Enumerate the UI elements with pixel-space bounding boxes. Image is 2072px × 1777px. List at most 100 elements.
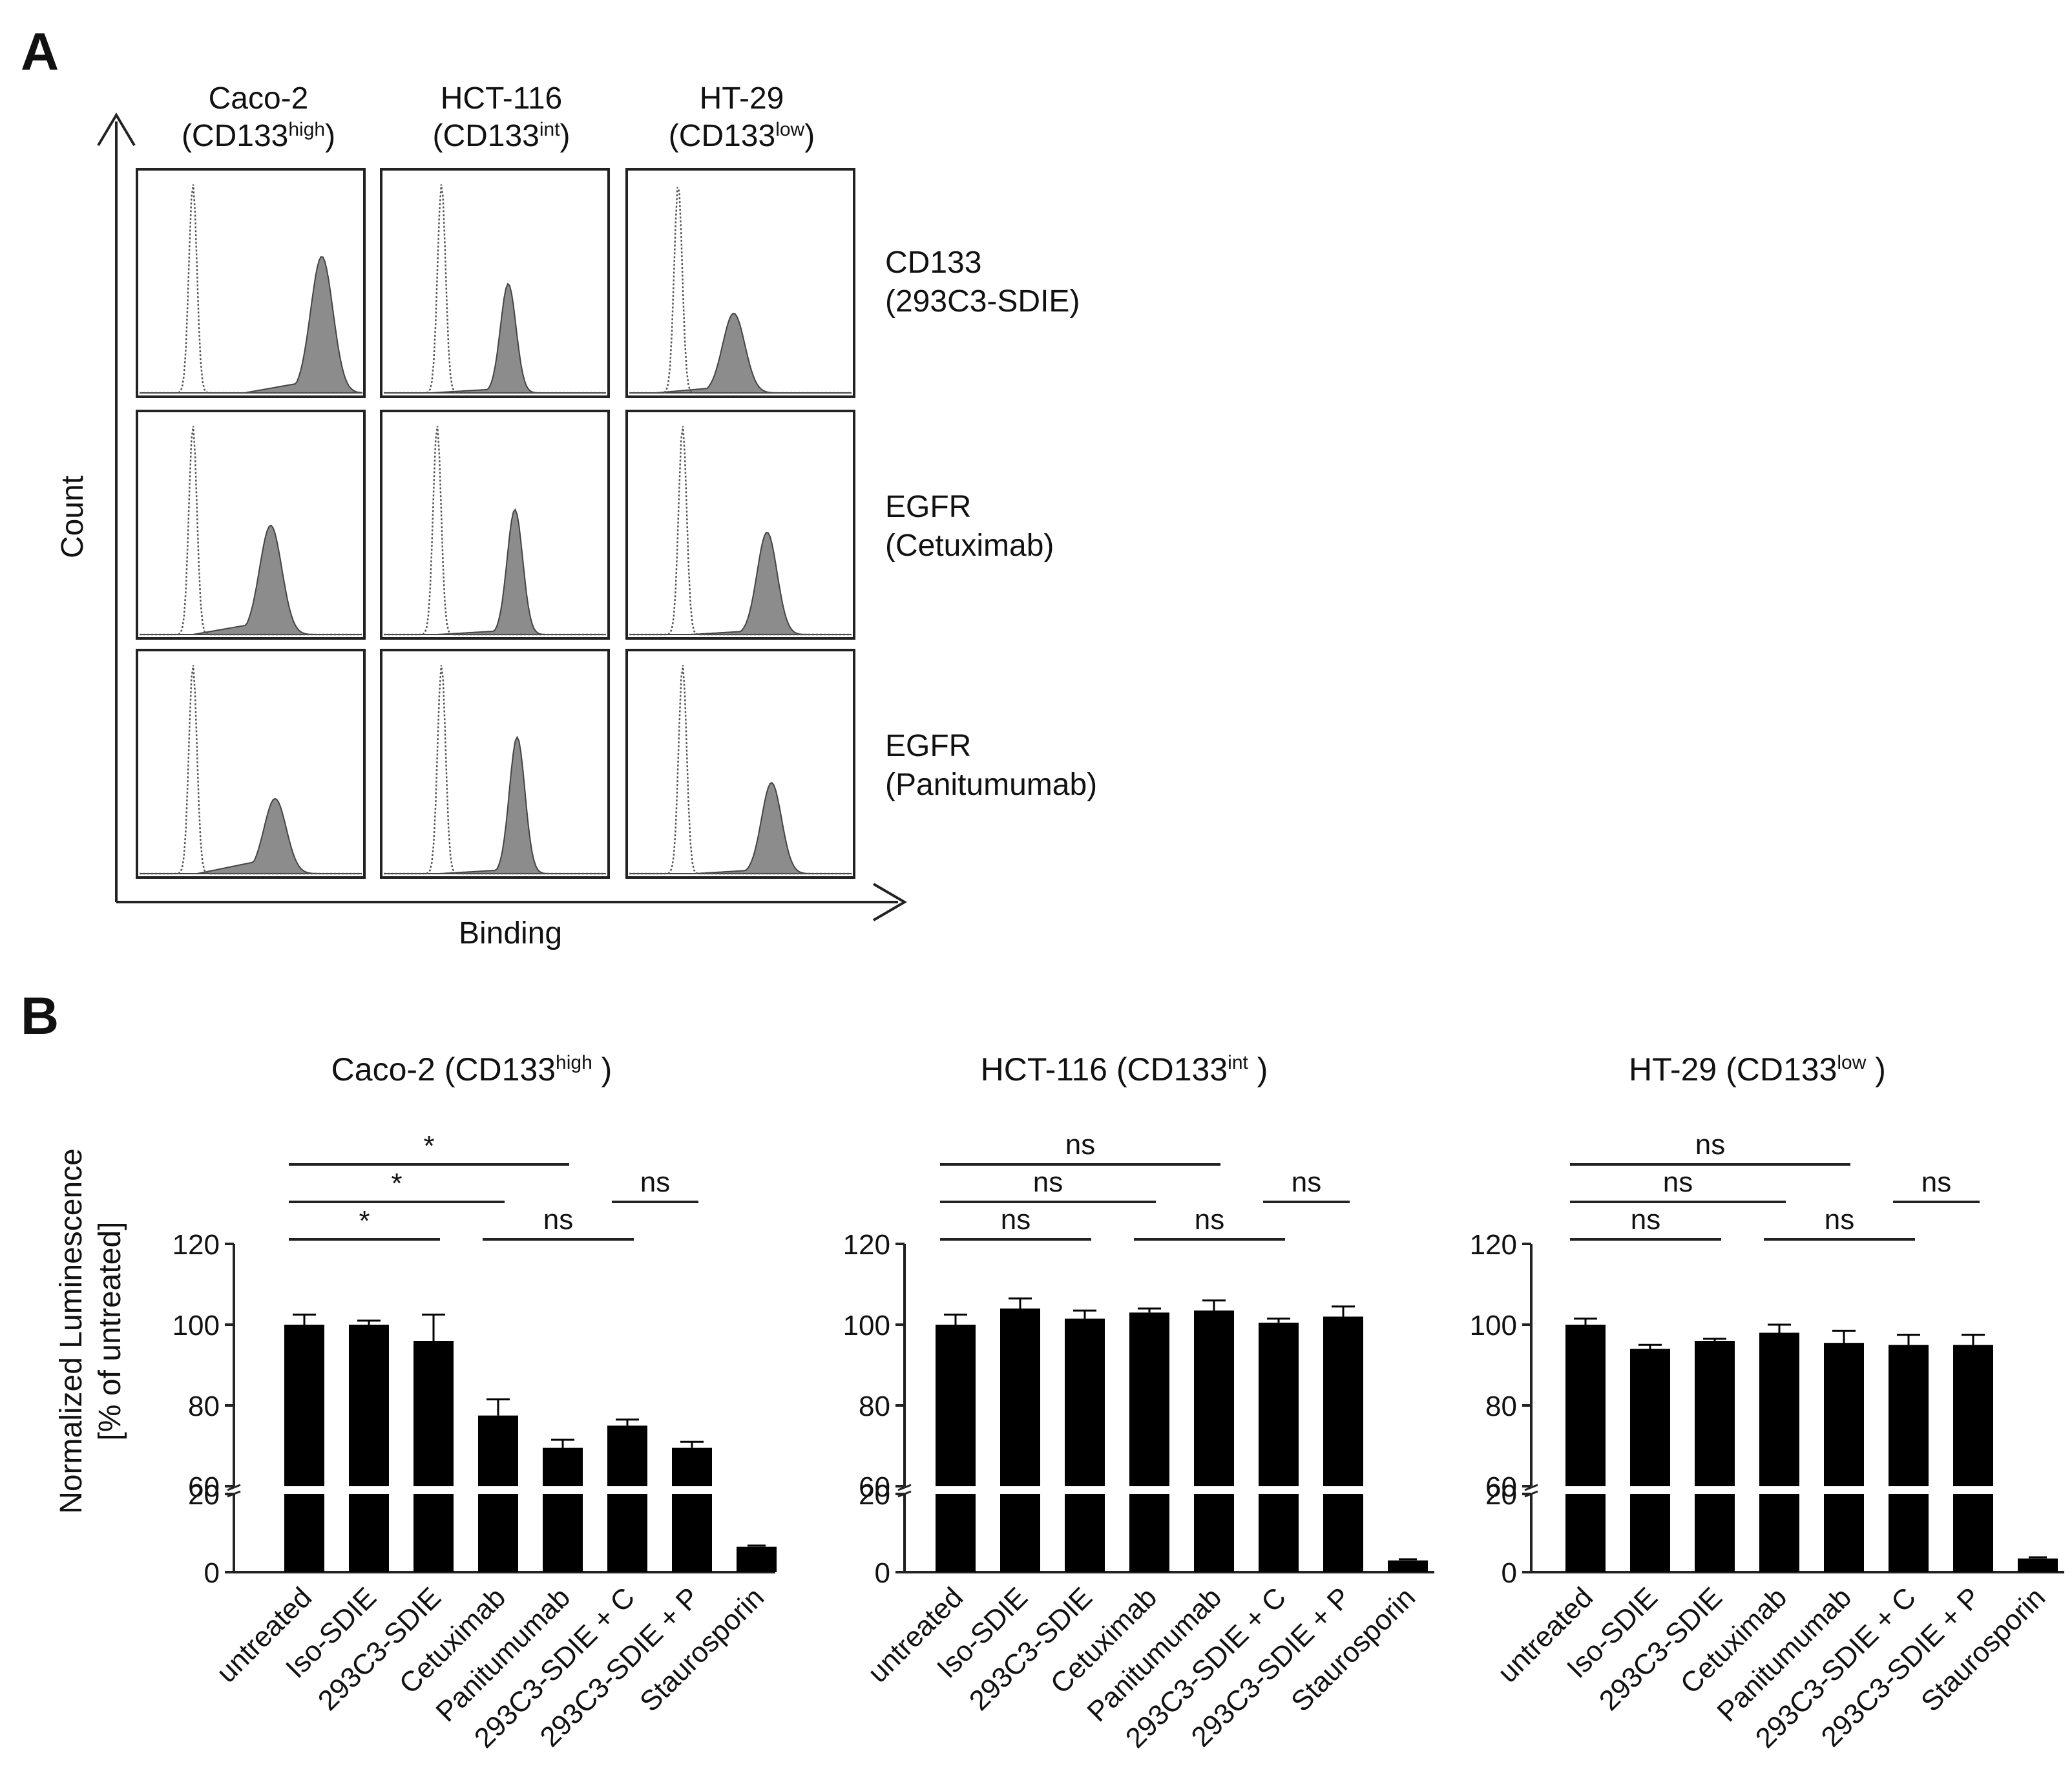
chart-1-ytick-label-upper-2: 100: [843, 1310, 890, 1341]
chart-1-title: HCT-116 (CD133int ): [981, 1051, 1268, 1088]
chart-2-bar-5-upper: [1889, 1345, 1929, 1486]
chart-1-bar-2-upper: [1065, 1318, 1105, 1486]
chart-0-comparison-label-2: *: [423, 1130, 434, 1162]
chart-0-ytick-label-upper-0: 60: [188, 1471, 220, 1503]
chart-2-ytick-label-upper-1: 80: [1485, 1391, 1517, 1422]
chart-1-comparison-label-0: ns: [1001, 1204, 1031, 1235]
chart-1-bar-5-lower: [1259, 1494, 1299, 1572]
chart-2-ytick-label-upper-0: 60: [1485, 1471, 1517, 1503]
chart-0-bar-3-upper: [478, 1415, 518, 1486]
col-header-name-1: HCT-116: [441, 81, 563, 116]
chart-1-bar-6-lower: [1323, 1494, 1363, 1572]
chart-1-bar-5-upper: [1259, 1322, 1299, 1486]
histogram-stained-r2-c2: [629, 782, 852, 874]
chart-2-bar-7: [2018, 1558, 2058, 1572]
chart-2-ytick-label-upper-3: 120: [1470, 1229, 1517, 1261]
chart-0-bar-0-lower: [284, 1494, 324, 1572]
chart-1-bar-3-upper: [1129, 1312, 1169, 1486]
histogram-stained-r0-c1: [384, 282, 606, 394]
chart-0-bar-7: [737, 1546, 777, 1572]
chart-1-bar-0-lower: [936, 1494, 976, 1572]
row-label-0-line2: (293C3-SDIE): [885, 284, 1080, 319]
chart-2-comparison-label-0: ns: [1631, 1204, 1660, 1235]
chart-2-bar-0-lower: [1565, 1494, 1606, 1572]
chart-0-title: Caco-2 (CD133high ): [331, 1051, 612, 1088]
chart-0-bar-6-lower: [672, 1494, 712, 1572]
chart-1-comparison-label-3: ns: [1195, 1204, 1224, 1235]
histogram-isotype-r0-c1: [384, 184, 606, 394]
chart-2-bar-3-lower: [1759, 1494, 1799, 1572]
chart-2-comparison-label-3: ns: [1825, 1204, 1854, 1235]
chart-2-bar-1-lower: [1630, 1494, 1670, 1572]
chart-2-bar-6-upper: [1953, 1345, 1993, 1486]
chart-0-bar-2-upper: [413, 1341, 454, 1486]
chart-0-bar-5-lower: [607, 1494, 647, 1572]
chart-2-ytick-label-lower-1: 20: [1485, 1479, 1517, 1511]
row-label-1-line2: (Cetuximab): [885, 529, 1054, 563]
chart-0-ytick-label-upper-3: 120: [173, 1229, 220, 1261]
row-label-1-line1: EGFR: [885, 490, 971, 524]
chart-0-bar-2-lower: [413, 1494, 454, 1572]
chart-0-ytick-label-upper-1: 80: [188, 1391, 220, 1422]
col-header-name-2: HT-29: [700, 81, 784, 116]
histogram-box-r1-c0: [136, 410, 366, 640]
histogram-stained-r1-c0: [140, 524, 362, 635]
chart-0-ytick-label-upper-2: 100: [173, 1310, 220, 1341]
row-label-2-line1: EGFR: [885, 729, 971, 763]
chart-2-title: HT-29 (CD133low ): [1629, 1051, 1886, 1088]
histogram-isotype-r0-c2: [629, 187, 852, 394]
chart-2-ytick-label-upper-2: 100: [1470, 1310, 1517, 1341]
chart-1-bar-4-upper: [1194, 1310, 1234, 1486]
chart-0-bar-4-lower: [543, 1494, 583, 1572]
chart-1-ytick-label-upper-3: 120: [843, 1229, 890, 1261]
chart-0-bar-1-lower: [349, 1494, 389, 1572]
chart-1-bar-4-lower: [1194, 1494, 1234, 1572]
chart-0-bar-0-upper: [284, 1325, 324, 1486]
panel-b-y-label-line1: Normalized Luminescence: [54, 1148, 89, 1514]
chart-1-bar-6-upper: [1323, 1316, 1363, 1486]
chart-0-ytick-label-lower-0: 0: [204, 1557, 220, 1589]
chart-1-bar-3-lower: [1129, 1494, 1169, 1572]
histogram-stained-r0-c2: [629, 313, 852, 394]
chart-0-bar-6-upper: [672, 1447, 712, 1486]
chart-1-comparison-label-2: ns: [1065, 1129, 1095, 1161]
panel-b-y-label-line2: [% of untreated]: [93, 1222, 127, 1441]
chart-2-bar-0-upper: [1565, 1325, 1606, 1486]
col-header-name-0: Caco-2: [209, 81, 309, 116]
histogram-isotype-r2-c1: [384, 665, 606, 875]
chart-1-ytick-label-upper-1: 80: [859, 1391, 890, 1422]
histogram-box-r2-c1: [380, 649, 610, 879]
chart-1-bar-0-upper: [936, 1325, 976, 1486]
chart-1-ytick-label-upper-0: 60: [859, 1471, 890, 1503]
chart-0-bar-4-upper: [543, 1447, 583, 1486]
panel-b-label: B: [21, 987, 59, 1046]
histogram-isotype-r0-c0: [140, 184, 362, 394]
histogram-stained-r0-c0: [140, 256, 362, 394]
histogram-box-r1-c1: [380, 410, 610, 640]
histogram-stained-r2-c1: [384, 735, 606, 874]
chart-0-bar-5-upper: [607, 1425, 647, 1486]
chart-1-bar-1-upper: [1000, 1309, 1040, 1486]
chart-2-bar-3-upper: [1759, 1332, 1799, 1486]
chart-0-comparison-label-0: *: [359, 1205, 370, 1237]
chart-0-comparison-label-4: ns: [640, 1166, 670, 1198]
chart-2-bar-2-lower: [1695, 1494, 1735, 1572]
panel-a-y-label: Count: [56, 476, 90, 558]
row-label-0-line1: CD133: [885, 246, 981, 280]
panel-a-label: A: [21, 23, 59, 81]
histogram-box-r2-c2: [625, 649, 855, 879]
histogram-box-r0-c1: [380, 168, 610, 398]
chart-0-ytick-label-lower-1: 20: [188, 1479, 220, 1511]
chart-2-bar-2-upper: [1695, 1341, 1735, 1486]
histogram-stained-r1-c2: [629, 531, 852, 635]
histogram-box-r2-c0: [136, 649, 366, 879]
chart-2-bar-4-upper: [1824, 1343, 1864, 1486]
histogram-box-r0-c0: [136, 168, 366, 398]
chart-2-bar-6-lower: [1953, 1494, 1993, 1572]
chart-2-bar-4-lower: [1824, 1494, 1864, 1572]
histogram-box-r1-c2: [625, 410, 855, 640]
chart-0-bar-3-lower: [478, 1494, 518, 1572]
chart-1-bar-7: [1388, 1560, 1428, 1572]
chart-0-comparison-label-1: *: [391, 1168, 402, 1199]
row-label-2-line2: (Panitumumab): [885, 768, 1097, 802]
